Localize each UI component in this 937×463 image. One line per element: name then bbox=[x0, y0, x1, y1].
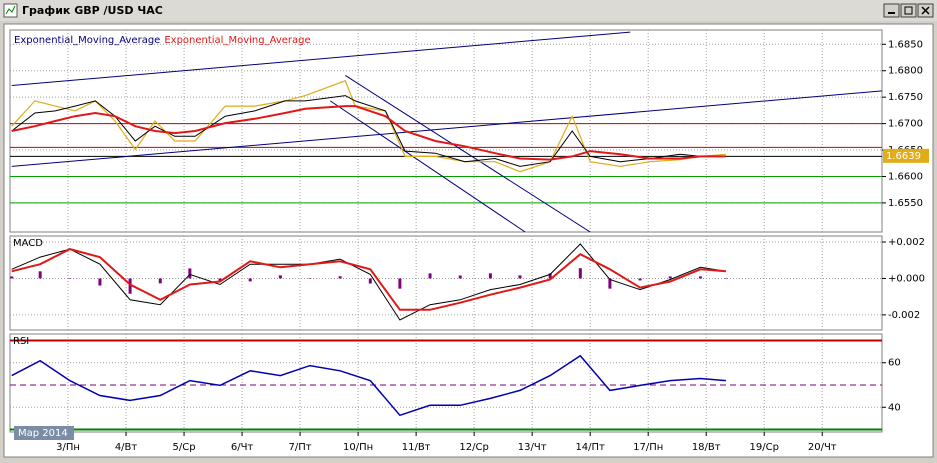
title-bar bbox=[0, 0, 937, 21]
y-tick-label: +0.000 bbox=[888, 273, 925, 284]
histogram-bar bbox=[724, 278, 728, 279]
panel-frame bbox=[9, 235, 883, 331]
histogram-bar bbox=[428, 273, 432, 279]
trend-line bbox=[345, 75, 591, 232]
series-line bbox=[11, 354, 726, 417]
y-tick-label: 1.6550 bbox=[888, 198, 923, 209]
minimize-button[interactable] bbox=[883, 3, 900, 18]
legend-entry: Exponential_Moving_Average bbox=[164, 35, 310, 46]
window-icon-graph bbox=[5, 5, 16, 15]
x-tick-label: 3/Пн bbox=[56, 442, 80, 453]
histogram-bar bbox=[158, 278, 162, 284]
maximize-button[interactable] bbox=[900, 3, 917, 18]
histogram-bar bbox=[368, 278, 372, 284]
panel-title: MACD bbox=[13, 238, 43, 249]
x-tick-label: 5/Ср bbox=[173, 442, 196, 453]
x-tick-label: 7/Пт bbox=[289, 442, 312, 453]
histogram-bar bbox=[668, 276, 672, 279]
histogram-bar bbox=[488, 273, 492, 279]
trend-line bbox=[11, 31, 631, 87]
last-price-box bbox=[883, 148, 929, 163]
histogram-bar bbox=[10, 276, 14, 279]
x-tick-label: 13/Чт bbox=[518, 442, 547, 453]
y-tick-label: +0.002 bbox=[888, 237, 925, 248]
series-line bbox=[11, 95, 726, 167]
histogram-bar bbox=[308, 278, 312, 279]
plot bbox=[10, 30, 882, 232]
histogram-bar bbox=[398, 278, 402, 289]
histogram-bar bbox=[68, 278, 72, 279]
x-tick-label: 12/Ср bbox=[459, 442, 488, 453]
series-line bbox=[11, 243, 726, 321]
last-price-label: 1.6639 bbox=[886, 151, 921, 162]
series-line bbox=[11, 80, 726, 173]
period-label: Мар 2014 bbox=[18, 428, 68, 439]
histogram-bar bbox=[218, 278, 222, 282]
histogram-bar bbox=[548, 273, 552, 279]
histogram-bar bbox=[518, 275, 522, 279]
histogram-bar bbox=[608, 278, 612, 289]
window-title: График GBP /USD ЧАС bbox=[22, 4, 163, 17]
x-tick-label: 20/Чт bbox=[808, 442, 837, 453]
y-tick-label: 60 bbox=[888, 358, 901, 369]
x-tick-label: 10/Пн bbox=[343, 442, 373, 453]
x-tick-label: 6/Чт bbox=[231, 442, 254, 453]
histogram-bar bbox=[338, 276, 342, 279]
period-box bbox=[14, 426, 74, 440]
y-tick-label: -0.002 bbox=[888, 310, 920, 321]
x-tick-label: 19/Ср bbox=[750, 442, 779, 453]
x-tick-label: 14/Пт bbox=[575, 442, 605, 453]
plot bbox=[10, 236, 882, 330]
y-tick-label: 1.6750 bbox=[888, 92, 923, 103]
histogram-bar bbox=[248, 278, 252, 282]
trend-line bbox=[329, 100, 526, 232]
y-tick-label: 40 bbox=[888, 402, 901, 413]
histogram-bar bbox=[458, 275, 462, 279]
series-line bbox=[11, 248, 726, 311]
x-tick-label: 17/Пн bbox=[633, 442, 663, 453]
histogram-bar bbox=[578, 268, 582, 279]
y-tick-label: 1.6700 bbox=[888, 119, 923, 130]
series-line bbox=[11, 105, 726, 161]
y-tick-label: 1.6800 bbox=[888, 66, 923, 77]
panel-frame bbox=[9, 29, 883, 233]
histogram-bar bbox=[128, 278, 132, 294]
x-tick-label: 4/Вт bbox=[115, 442, 138, 453]
histogram-bar bbox=[638, 278, 642, 281]
panel-title: RSI bbox=[13, 336, 29, 347]
histogram-bar bbox=[698, 276, 702, 279]
plot bbox=[10, 334, 882, 432]
y-tick-label: 1.6850 bbox=[888, 39, 923, 50]
close-button[interactable] bbox=[917, 3, 934, 18]
x-tick-label: 18/Вт bbox=[692, 442, 721, 453]
legend-entry: Exponential_Moving_Average bbox=[14, 35, 160, 46]
y-tick-label: 1.6600 bbox=[888, 171, 923, 182]
x-tick-label: 11/Вт bbox=[402, 442, 431, 453]
histogram-bar bbox=[278, 275, 282, 279]
panel-frame bbox=[9, 333, 883, 433]
histogram-bar bbox=[188, 268, 192, 279]
trend-line bbox=[11, 90, 882, 167]
histogram-bar bbox=[98, 278, 102, 286]
histogram-bar bbox=[38, 271, 42, 279]
